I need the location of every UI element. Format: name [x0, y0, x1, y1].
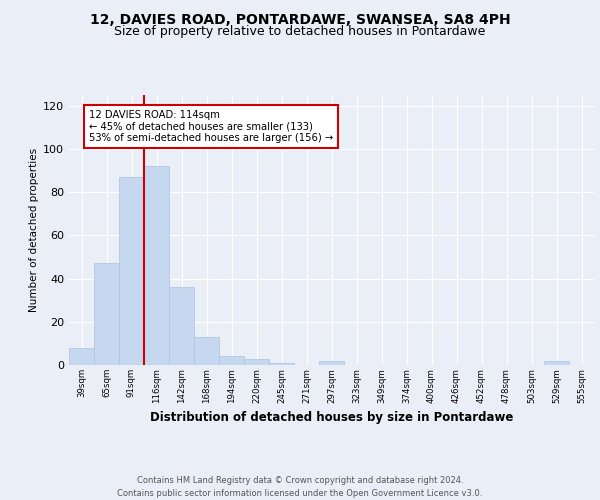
Bar [194, 337, 219, 365]
Bar [94, 264, 119, 365]
Text: Size of property relative to detached houses in Pontardawe: Size of property relative to detached ho… [115, 25, 485, 38]
Bar [144, 166, 169, 365]
Text: 12, DAVIES ROAD, PONTARDAWE, SWANSEA, SA8 4PH: 12, DAVIES ROAD, PONTARDAWE, SWANSEA, SA… [89, 12, 511, 26]
Bar [544, 360, 569, 365]
X-axis label: Distribution of detached houses by size in Pontardawe: Distribution of detached houses by size … [150, 411, 513, 424]
Bar [319, 360, 344, 365]
Bar [169, 287, 194, 365]
Bar [69, 348, 94, 365]
Bar [269, 363, 294, 365]
Y-axis label: Number of detached properties: Number of detached properties [29, 148, 39, 312]
Bar [119, 177, 144, 365]
Bar [244, 358, 269, 365]
Bar [219, 356, 244, 365]
Text: Contains public sector information licensed under the Open Government Licence v3: Contains public sector information licen… [118, 489, 482, 498]
Text: 12 DAVIES ROAD: 114sqm
← 45% of detached houses are smaller (133)
53% of semi-de: 12 DAVIES ROAD: 114sqm ← 45% of detached… [89, 110, 333, 144]
Text: Contains HM Land Registry data © Crown copyright and database right 2024.: Contains HM Land Registry data © Crown c… [137, 476, 463, 485]
